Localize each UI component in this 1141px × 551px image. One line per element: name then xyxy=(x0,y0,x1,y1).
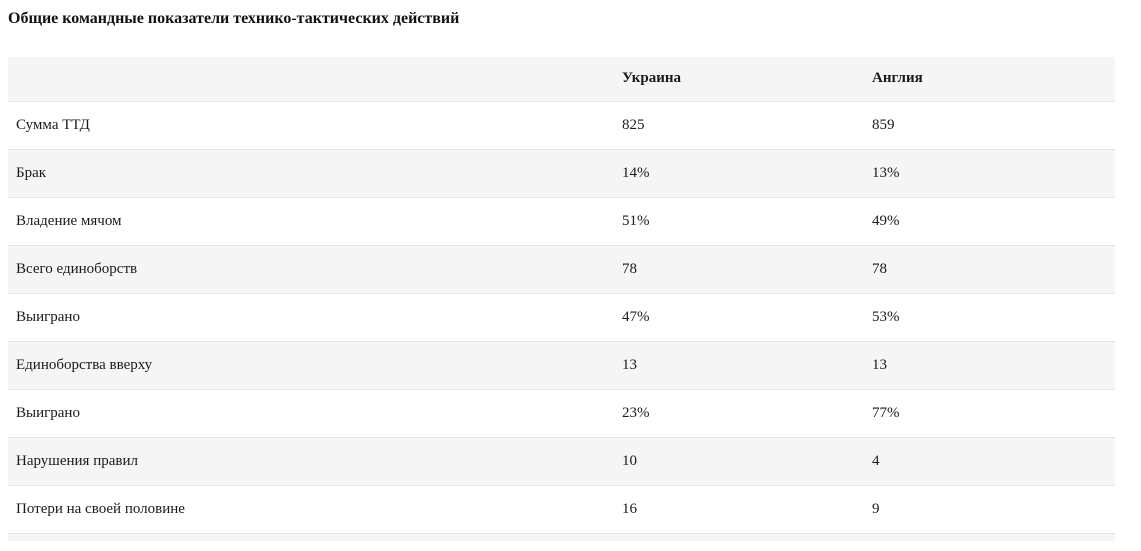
stats-table: Украина Англия Сумма ТТД 825 859 Брак 14… xyxy=(8,57,1115,533)
metric-label: Выиграно xyxy=(8,292,614,341)
table-body: Сумма ТТД 825 859 Брак 14% 13% Владение … xyxy=(8,100,1115,533)
table-row: Брак 14% 13% xyxy=(8,148,1115,197)
header-cell-england: Англия xyxy=(864,57,1115,101)
value-ukraine: 13 xyxy=(614,340,864,389)
value-england: 859 xyxy=(864,100,1115,149)
metric-label: Владение мячом xyxy=(8,196,614,245)
header-cell-ukraine: Украина xyxy=(614,57,864,101)
value-ukraine: 10 xyxy=(614,436,864,485)
table-row: Нарушения правил 10 4 xyxy=(8,436,1115,485)
metric-label: Единоборства вверху xyxy=(8,340,614,389)
table-row: Всего единоборств 78 78 xyxy=(8,244,1115,293)
value-england: 9 xyxy=(864,484,1115,533)
value-england: 13% xyxy=(864,148,1115,197)
table-row: Потери на своей половине 16 9 xyxy=(8,484,1115,533)
value-ukraine: 23% xyxy=(614,388,864,437)
value-england: 4 xyxy=(864,436,1115,485)
table-row: Сумма ТТД 825 859 xyxy=(8,100,1115,149)
metric-label: Всего единоборств xyxy=(8,244,614,293)
value-england: 77% xyxy=(864,388,1115,437)
table-row: Выиграно 47% 53% xyxy=(8,292,1115,341)
value-ukraine: 14% xyxy=(614,148,864,197)
value-ukraine: 78 xyxy=(614,244,864,293)
value-england: 78 xyxy=(864,244,1115,293)
next-row-partial xyxy=(8,533,1115,541)
value-ukraine: 825 xyxy=(614,100,864,149)
metric-label: Потери на своей половине xyxy=(8,484,614,533)
metric-label: Нарушения правил xyxy=(8,436,614,485)
value-ukraine: 51% xyxy=(614,196,864,245)
metric-label: Выиграно xyxy=(8,388,614,437)
table-row: Владение мячом 51% 49% xyxy=(8,196,1115,245)
table-row: Единоборства вверху 13 13 xyxy=(8,340,1115,389)
metric-label: Сумма ТТД xyxy=(8,100,614,149)
table-header: Украина Англия xyxy=(8,57,1115,101)
table-row: Выиграно 23% 77% xyxy=(8,388,1115,437)
header-row: Украина Англия xyxy=(8,57,1115,101)
header-cell-metric xyxy=(8,57,614,101)
value-england: 53% xyxy=(864,292,1115,341)
value-ukraine: 16 xyxy=(614,484,864,533)
value-england: 49% xyxy=(864,196,1115,245)
value-england: 13 xyxy=(864,340,1115,389)
value-ukraine: 47% xyxy=(614,292,864,341)
metric-label: Брак xyxy=(8,148,614,197)
page-title: Общие командные показатели технико-такти… xyxy=(8,10,460,27)
